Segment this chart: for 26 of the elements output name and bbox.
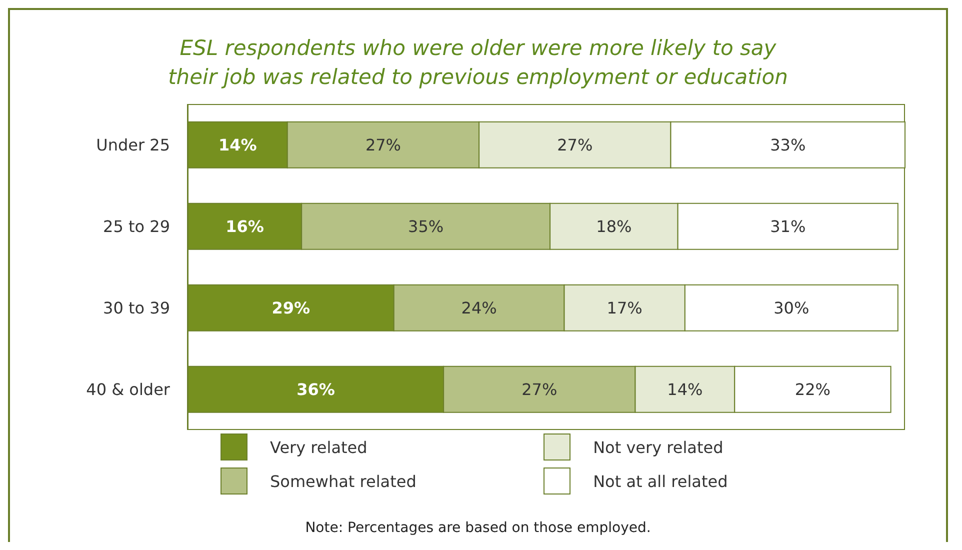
data-label: 30%	[774, 298, 810, 318]
legend-label: Not at all related	[593, 472, 728, 490]
data-label: 27%	[365, 136, 402, 155]
text: Note: Percentages are based on those employed.	[304, 520, 652, 536]
data-label: 27%	[522, 380, 558, 400]
data-label: 24%	[461, 298, 497, 318]
legend-label: Not very related	[593, 438, 724, 456]
data-label: 16%	[226, 217, 264, 236]
data-label: 29%	[272, 298, 310, 318]
y-tick-label: Under 25	[96, 135, 170, 154]
y-tick-label: 25 to 29	[103, 216, 170, 236]
legend-label: Somewhat related	[270, 472, 416, 490]
data-label: 14%	[667, 380, 703, 400]
data-label: 18%	[596, 217, 632, 236]
data-label: 17%	[606, 298, 642, 318]
data-label: 14%	[218, 136, 257, 155]
y-tick-label: 40 & older	[86, 380, 170, 399]
data-label: 33%	[770, 136, 806, 155]
data-label: 35%	[408, 217, 444, 236]
data-label: 31%	[770, 217, 806, 236]
y-tick-label: 30 to 39	[103, 298, 170, 318]
data-label: 36%	[296, 380, 335, 400]
chart-title: ESL respondents who were older were more likely to say their job was related to previous employment or education	[167, 35, 789, 91]
legend-label: Very related	[270, 438, 368, 456]
data-label: 22%	[794, 380, 830, 400]
data-label: 27%	[557, 136, 593, 155]
